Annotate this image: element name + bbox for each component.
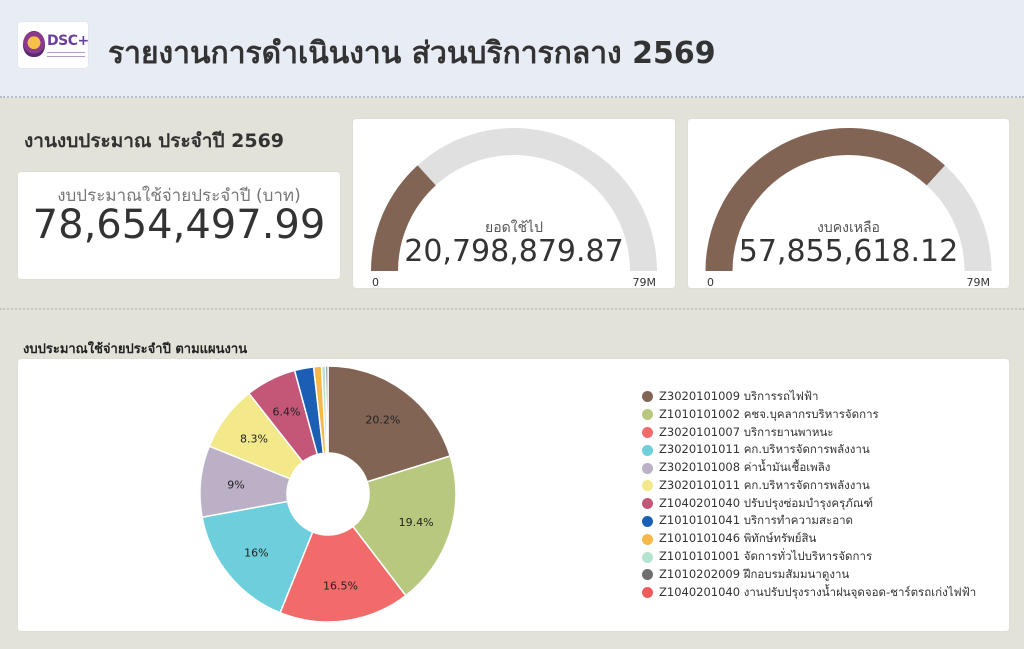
pie-slice-label: 9% bbox=[227, 479, 244, 492]
remaining-gauge-label: งบคงเหลือ bbox=[817, 220, 880, 236]
pie-slice-label: 19.4% bbox=[399, 516, 434, 529]
legend-item[interactable]: Z3020101011 คก.บริหารจัดการพลังงาน bbox=[642, 441, 976, 459]
annual-budget-card: งบประมาณใช้จ่ายประจำปี (บาท) 78,654,497.… bbox=[18, 172, 340, 279]
remaining-gauge-max: 79M bbox=[966, 276, 991, 289]
legend-swatch bbox=[642, 569, 653, 581]
annual-budget-value: 78,654,497.99 bbox=[32, 202, 326, 248]
donut-chart: 20.2% 19.4% 16.5% 16% 9% 8.3% 6.4% bbox=[199, 365, 457, 623]
legend-swatch bbox=[642, 480, 653, 492]
pie-slice-label: 16% bbox=[244, 547, 268, 560]
legend-label: Z1010202009 ฝึกอบรมสัมมนาดูงาน bbox=[659, 566, 850, 581]
remaining-gauge-card: งบคงเหลือ 57,855,618.12 0 79M bbox=[688, 119, 1009, 289]
remaining-gauge-min: 0 bbox=[707, 276, 714, 289]
pie-slice[interactable] bbox=[201, 500, 314, 614]
dsc-logo: DSC+ bbox=[18, 22, 89, 68]
legend-item[interactable]: Z3020101007 บริการยานพาหนะ bbox=[642, 424, 976, 442]
legend-item[interactable]: Z1040201040 งานปรับปรุงรางน้ำฝนจุดจอด-ชา… bbox=[642, 584, 976, 602]
pie-slice[interactable] bbox=[327, 365, 452, 483]
pie-section-title: งบประมาณใช้จ่ายประจำปี ตามแผนงาน bbox=[23, 342, 248, 357]
spent-gauge-track bbox=[371, 128, 657, 271]
spent-gauge-min: 0 bbox=[372, 276, 379, 289]
page-title: รายงานการดำเนินงาน ส่วนบริการกลาง 2569 bbox=[108, 36, 716, 71]
legend-swatch bbox=[642, 391, 653, 403]
pie-legend: Z3020101009 บริการรถไฟฟ้า Z1010101002 คชจ… bbox=[642, 388, 976, 602]
legend-swatch bbox=[642, 444, 653, 456]
legend-item[interactable]: Z1040201040 ปรับปรุงซ่อมบำรุงครุภัณฑ์ bbox=[642, 495, 976, 513]
legend-item[interactable]: Z1010202009 ฝึกอบรมสัมมนาดูงาน bbox=[642, 566, 976, 584]
legend-label: Z3020101007 บริการยานพาหนะ bbox=[659, 424, 834, 439]
spent-gauge-max: 79M bbox=[632, 276, 657, 289]
pie-chart-card: 20.2% 19.4% 16.5% 16% 9% 8.3% 6.4% Z3020101009… bbox=[18, 359, 1009, 631]
legend-item[interactable]: Z1010101046 พิทักษ์ทรัพย์สิน bbox=[642, 530, 976, 548]
pie-slice-label: 16.5% bbox=[323, 580, 358, 593]
spent-gauge bbox=[371, 128, 657, 271]
legend-label: Z1040201040 งานปรับปรุงรางน้ำฝนจุดจอด-ชา… bbox=[659, 584, 977, 599]
pie-slice-label: 6.4% bbox=[273, 405, 301, 418]
remaining-gauge-value: 57,855,618.12 bbox=[738, 234, 959, 269]
legend-swatch bbox=[642, 587, 653, 599]
budget-heading: งานงบประมาณ ประจำปี 2569 bbox=[24, 130, 285, 152]
legend-swatch bbox=[642, 515, 653, 527]
spent-gauge-card: ยอดใช้ไป 20,798,879.87 0 79M bbox=[353, 119, 675, 289]
pie-slice-label: 20.2% bbox=[365, 414, 400, 427]
legend-label: Z3020101008 ค่าน้ำมันเชื้อเพลิง bbox=[659, 460, 831, 475]
legend-label: Z1040201040 ปรับปรุงซ่อมบำรุงครุภัณฑ์ bbox=[659, 495, 874, 510]
legend-label: Z3020101011 คก.บริหารจัดการพลังงาน bbox=[659, 477, 870, 492]
legend-item[interactable]: Z3020101011 คก.บริหารจัดการพลังงาน bbox=[642, 477, 976, 495]
annual-budget-label: งบประมาณใช้จ่ายประจำปี (บาท) bbox=[57, 186, 301, 206]
remaining-gauge-fill bbox=[705, 127, 945, 271]
spent-gauge-label: ยอดใช้ไป bbox=[485, 220, 543, 236]
legend-label: Z1010101001 จัดการทั่วไปบริหารจัดการ bbox=[659, 549, 873, 564]
legend-item[interactable]: Z1010101002 คชจ.บุคลากรบริหารจัดการ bbox=[642, 406, 976, 424]
university-seal-icon bbox=[23, 31, 45, 57]
header-bar: DSC+ รายงานการดำเนินงาน ส่วนบริการกลาง 2… bbox=[0, 0, 1024, 98]
legend-label: Z1010101046 พิทักษ์ทรัพย์สิน bbox=[659, 531, 817, 546]
logo-text: DSC+ bbox=[47, 33, 89, 49]
legend-swatch bbox=[642, 533, 653, 545]
legend-swatch bbox=[642, 409, 653, 421]
legend-swatch bbox=[642, 426, 653, 438]
legend-item[interactable]: Z1010101041 บริการทำความสะอาด bbox=[642, 513, 976, 531]
legend-swatch bbox=[642, 551, 653, 563]
legend-swatch bbox=[642, 462, 653, 474]
legend-item[interactable]: Z3020101009 บริการรถไฟฟ้า bbox=[642, 388, 976, 406]
legend-label: Z3020101011 คก.บริหารจัดการพลังงาน bbox=[659, 442, 870, 457]
spent-gauge-value: 20,798,879.87 bbox=[404, 234, 624, 269]
legend-item[interactable]: Z1010101001 จัดการทั่วไปบริหารจัดการ bbox=[642, 548, 976, 566]
legend-label: Z1010101002 คชจ.บุคลากรบริหารจัดการ bbox=[659, 406, 879, 421]
legend-swatch bbox=[642, 498, 653, 510]
pie-slice[interactable] bbox=[279, 525, 407, 623]
pie-slice[interactable] bbox=[351, 455, 457, 597]
pie-slice-label: 8.3% bbox=[240, 432, 268, 445]
spent-gauge-fill bbox=[371, 165, 436, 271]
logo-underline bbox=[47, 52, 85, 57]
legend-label: Z1010101041 บริการทำความสะอาด bbox=[659, 513, 854, 528]
pie-slice[interactable] bbox=[324, 365, 329, 454]
remaining-gauge bbox=[705, 127, 992, 271]
legend-label: Z3020101009 บริการรถไฟฟ้า bbox=[659, 388, 819, 403]
legend-item[interactable]: Z3020101008 ค่าน้ำมันเชื้อเพลิง bbox=[642, 459, 976, 477]
section-divider bbox=[0, 308, 1024, 310]
